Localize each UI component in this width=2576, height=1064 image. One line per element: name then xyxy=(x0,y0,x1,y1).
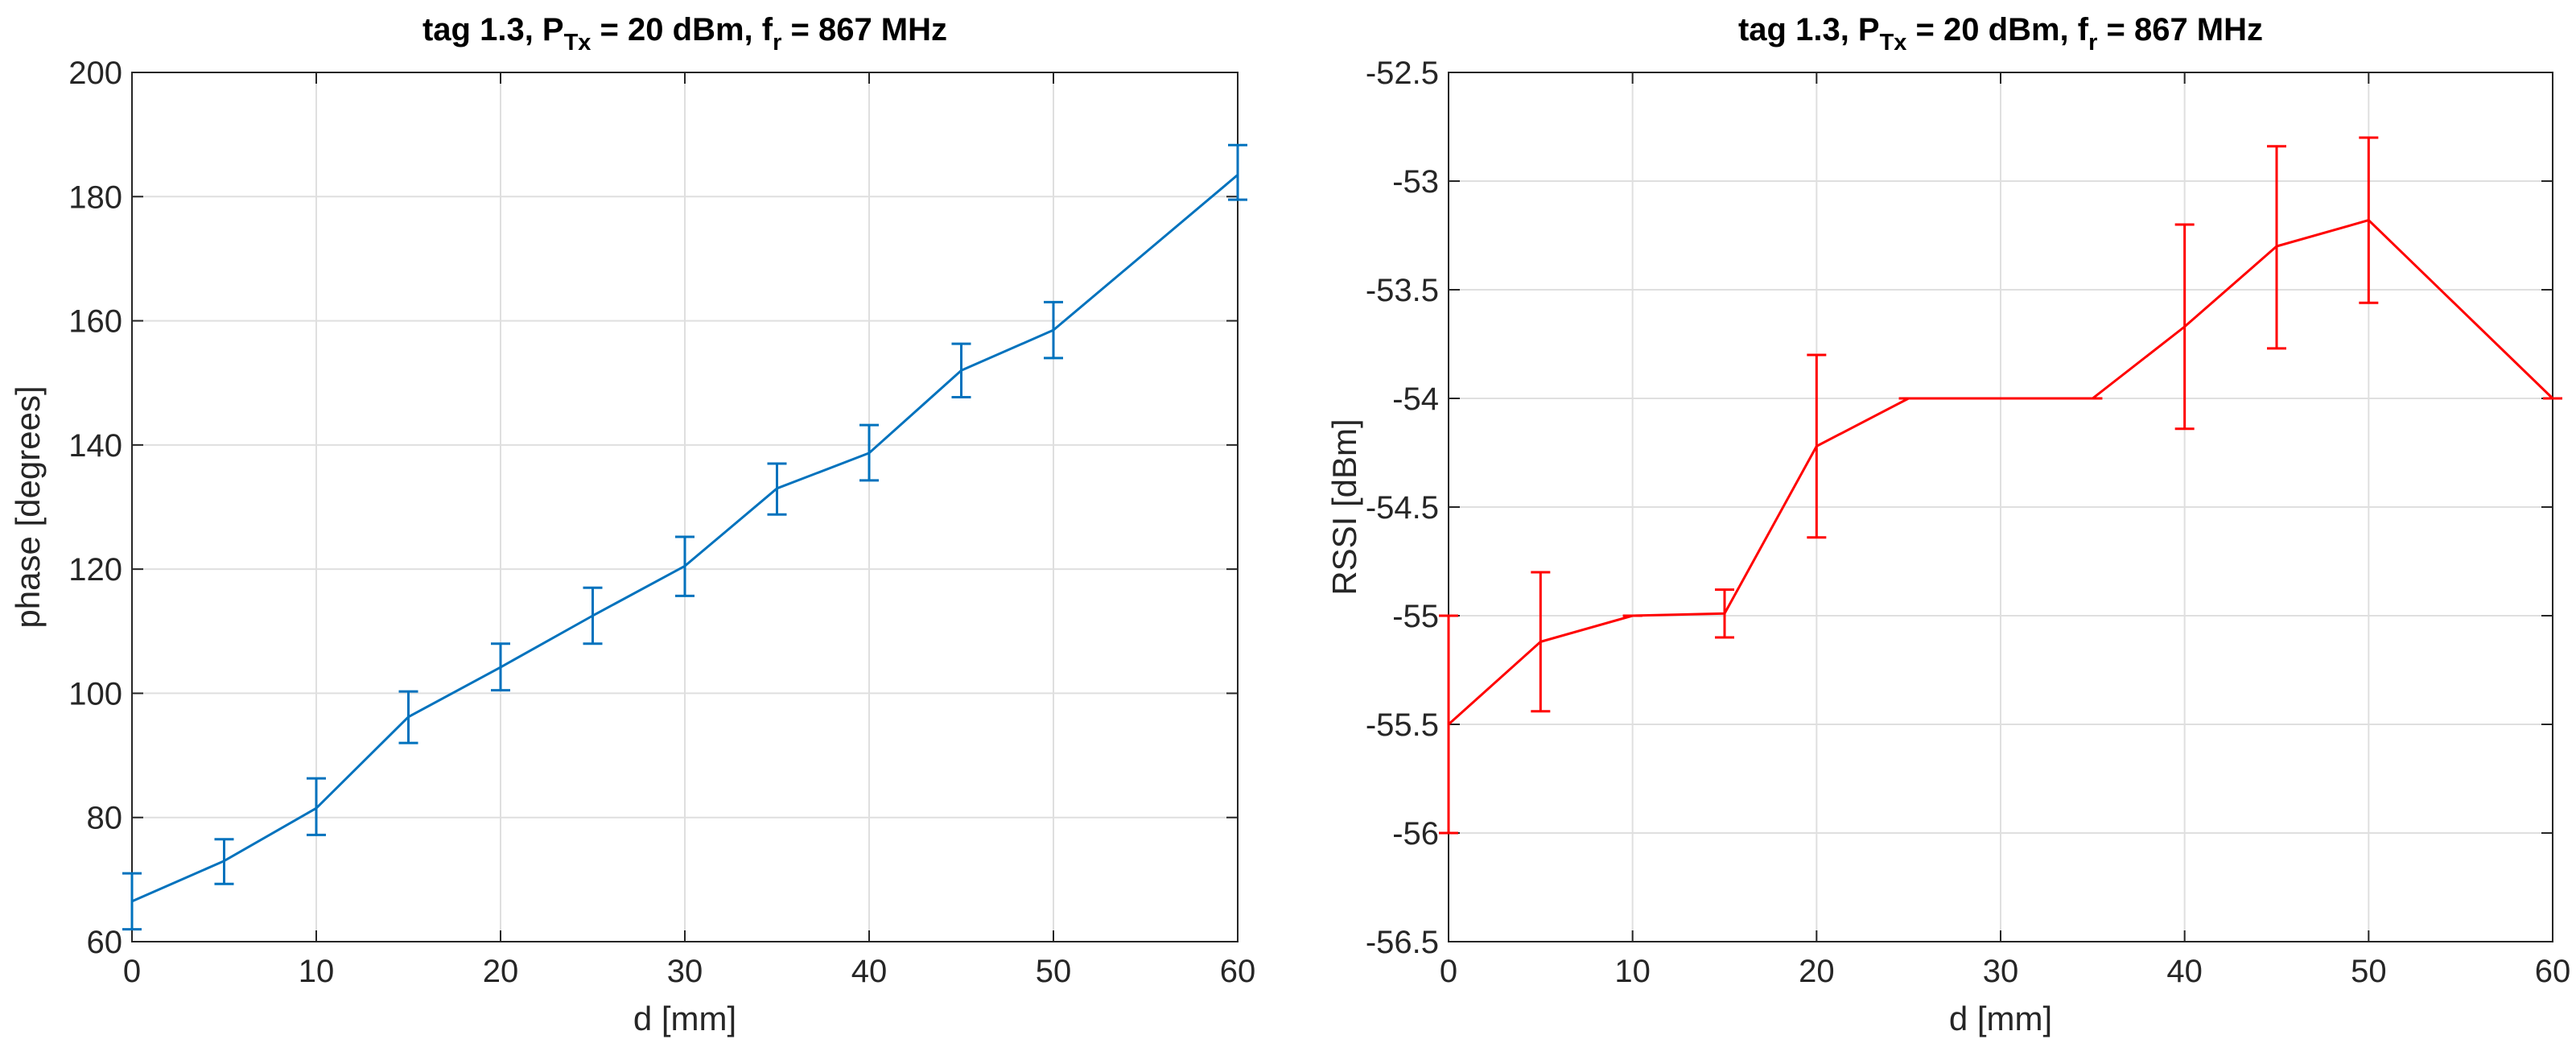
x-tick-label: 10 xyxy=(1614,954,1651,989)
y-tick-label: 160 xyxy=(68,304,122,340)
y-tick-label: -54.5 xyxy=(1366,490,1439,526)
y-tick-label: 60 xyxy=(87,925,123,960)
phase-chart: 0 10 20 30 40 50 60 60 80 100 120 140 160 180 200 d [mm… xyxy=(9,12,1255,1037)
chart-title: tag 1.3, PTx = 20 dBm, fr = 867 MHz xyxy=(422,12,947,56)
x-tick-label: 50 xyxy=(1036,954,1072,989)
x-axis-label: d [mm] xyxy=(633,1000,736,1037)
error-bar xyxy=(214,838,234,885)
x-tick-label: 40 xyxy=(851,954,888,989)
error-bar xyxy=(675,535,694,597)
y-tick-label: 200 xyxy=(68,56,122,91)
x-tick-label: 20 xyxy=(1799,954,1835,989)
x-tick-label: 40 xyxy=(2166,954,2203,989)
y-tick-label: -53.5 xyxy=(1366,273,1439,308)
y-tick-label: -52.5 xyxy=(1366,56,1439,91)
y-tick-label: 120 xyxy=(68,552,122,588)
rssi-chart: 0 10 20 30 40 50 60 -56.5 -56 -55.5 -55 -54.5 -54 -53… xyxy=(1325,12,2570,1037)
x-axis-label: d [mm] xyxy=(1949,1000,2052,1037)
x-tick-label: 20 xyxy=(483,954,519,989)
y-axis-label: RSSI [dBm] xyxy=(1325,419,1363,595)
title-text: = 20 dBm, f xyxy=(1906,12,2088,47)
x-tick-label: 10 xyxy=(299,954,335,989)
error-bar xyxy=(2267,145,2286,350)
error-bar xyxy=(398,690,418,744)
error-bar xyxy=(1228,143,1247,201)
y-tick-label: -56 xyxy=(1392,816,1439,852)
x-tick-label: 50 xyxy=(2351,954,2387,989)
title-text: = 20 dBm, f xyxy=(591,12,773,47)
title-text: tag 1.3, P xyxy=(1738,12,1880,47)
y-tick-label: -55 xyxy=(1392,599,1439,634)
title-subscript: Tx xyxy=(564,30,591,56)
x-tick-label: 0 xyxy=(123,954,141,989)
x-tick-label: 60 xyxy=(1220,954,1256,989)
y-tick-label: 100 xyxy=(68,676,122,711)
series-line xyxy=(131,174,1239,903)
error-bar xyxy=(491,642,510,692)
x-tick-label: 30 xyxy=(667,954,703,989)
y-tick-label: 180 xyxy=(68,179,122,215)
y-tick-label: -54 xyxy=(1392,381,1439,417)
y-tick-label: -55.5 xyxy=(1366,707,1439,743)
error-bar xyxy=(859,423,879,482)
y-tick-label: -53 xyxy=(1392,164,1439,200)
title-subscript: r xyxy=(2088,30,2097,56)
title-text: = 867 MHz xyxy=(781,12,947,47)
chart-title: tag 1.3, PTx = 20 dBm, fr = 867 MHz xyxy=(1738,12,2263,56)
y-tick-label: -56.5 xyxy=(1366,925,1439,960)
title-subscript: Tx xyxy=(1880,30,1907,56)
y-tick-label: 80 xyxy=(87,801,123,836)
x-tick-label: 30 xyxy=(1983,954,2019,989)
y-tick-label: 140 xyxy=(68,428,122,464)
x-tick-label: 60 xyxy=(2535,954,2571,989)
x-tick-label: 0 xyxy=(1440,954,1457,989)
title-text: = 867 MHz xyxy=(2097,12,2263,47)
error-bar xyxy=(767,462,787,516)
title-text: tag 1.3, P xyxy=(422,12,564,47)
y-axis-label: phase [degrees] xyxy=(9,386,47,628)
error-bar xyxy=(307,777,326,836)
title-subscript: r xyxy=(773,30,781,56)
